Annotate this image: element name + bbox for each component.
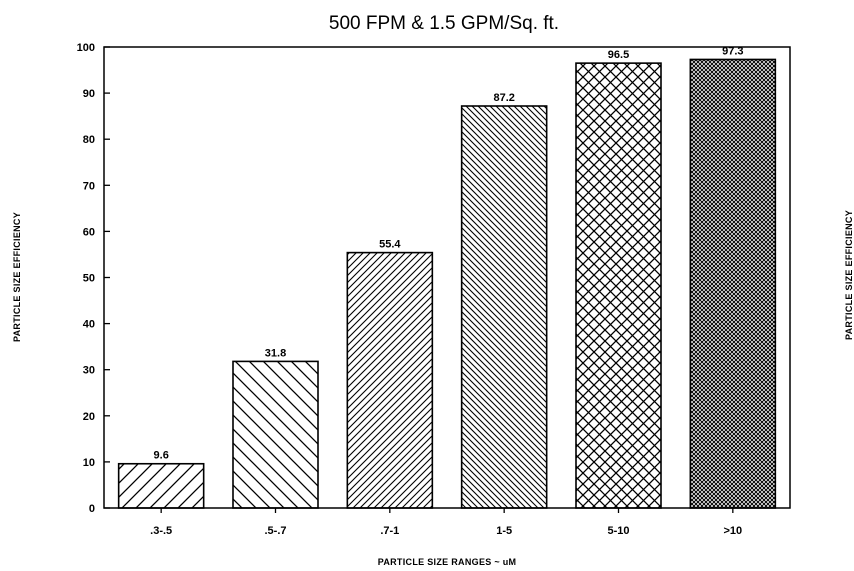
x-tick-label: .7-1 — [380, 525, 399, 537]
x-tick-label: .5-.7 — [264, 525, 286, 537]
plot-area: 0 10 20 30 40 50 60 70 80 90 100 9.6 31.8 55.4 87.2 96… — [77, 42, 791, 537]
x-tick-label: >10 — [723, 525, 742, 537]
bar — [460, 105, 548, 509]
bar — [117, 462, 205, 509]
data-label: 55.4 — [379, 239, 401, 251]
x-tick-label: 1-5 — [496, 525, 512, 537]
x-tick-label: 5-10 — [607, 525, 629, 537]
bar — [232, 360, 319, 509]
y-axis-label: PARTICLE SIZE EFFICIENCY — [12, 212, 22, 342]
y-tick-label: 40 — [83, 319, 95, 331]
x-tick-label: .3-.5 — [150, 525, 172, 537]
data-label: 9.6 — [154, 450, 169, 462]
y-tick-label: 100 — [77, 42, 95, 54]
bar — [689, 58, 777, 509]
plot-frame — [103, 46, 791, 509]
data-label: 97.3 — [722, 45, 743, 57]
chart-title: 500 FPM & 1.5 GPM/Sq. ft. — [329, 13, 559, 34]
bar — [346, 251, 434, 509]
y-tick-label: 50 — [83, 273, 95, 285]
data-label: 87.2 — [493, 92, 514, 104]
y-tick-label: 0 — [89, 503, 95, 515]
y-tick-label: 20 — [83, 411, 95, 423]
bars: 9.6 31.8 55.4 87.2 96.5 97.3 — [117, 45, 777, 509]
y-tick-label: 10 — [83, 457, 95, 469]
y-tick-label: 80 — [83, 134, 95, 146]
y-tick-label: 30 — [83, 365, 95, 377]
y-tick-label: 70 — [83, 180, 95, 192]
data-label: 31.8 — [265, 347, 286, 359]
y-axis-label-right: PARTICLE SIZE EFFICIENCY — [844, 210, 854, 340]
y-tick-label: 90 — [83, 88, 95, 100]
x-axis: .3-.5 .5-.7 .7-1 1-5 5-10 >10 — [150, 508, 742, 537]
y-tick-label: 60 — [83, 226, 95, 238]
bar — [575, 62, 662, 509]
data-label: 96.5 — [608, 49, 629, 61]
y-axis: 0 10 20 30 40 50 60 70 80 90 100 — [77, 42, 110, 515]
x-axis-label: PARTICLE SIZE RANGES ~ uM — [378, 557, 517, 567]
